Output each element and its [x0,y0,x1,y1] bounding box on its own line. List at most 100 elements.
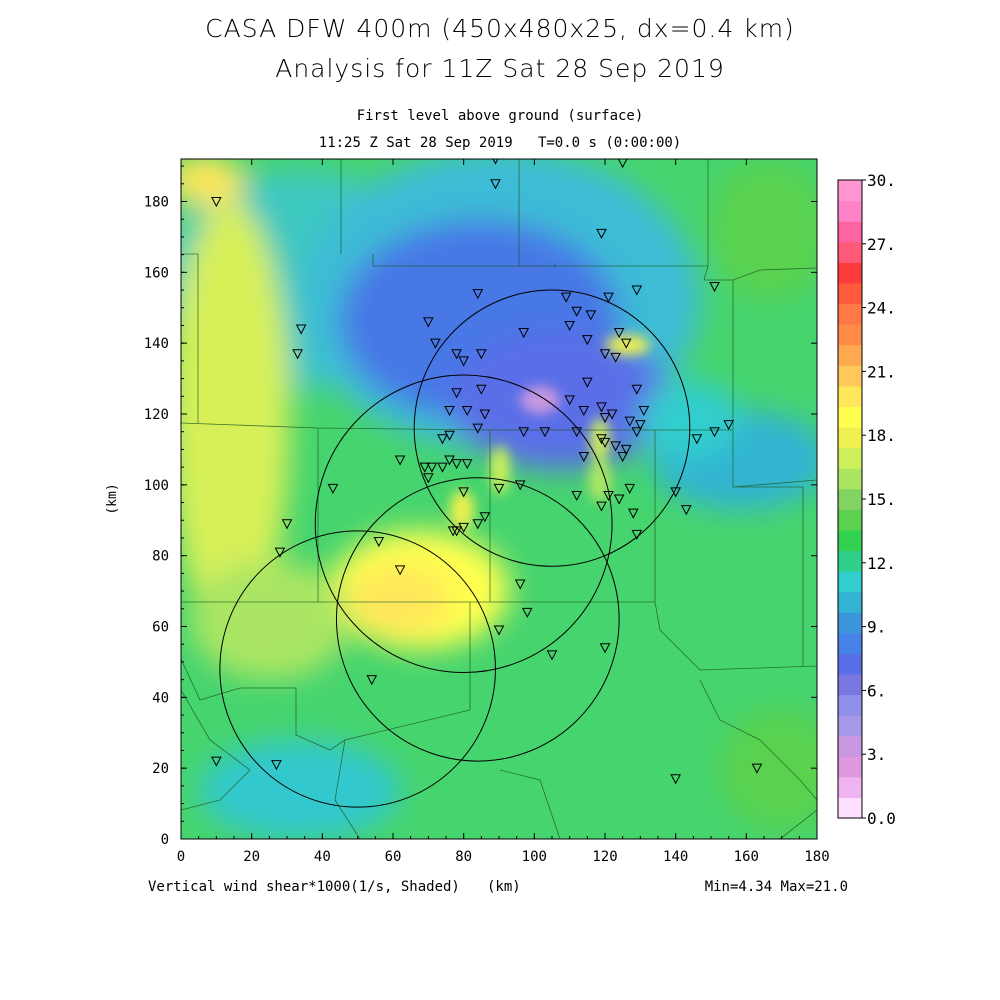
colorbar-swatch [838,756,862,778]
station-marker [327,483,339,494]
station-marker [419,462,431,473]
colorbar-label: 30. [867,171,896,190]
colorbar-swatch [838,468,862,490]
x-tick-label: 80 [455,849,472,865]
station-marker [458,522,469,533]
station-marker [472,519,484,530]
colorbar-swatch [838,303,862,325]
station-marker [394,565,406,576]
station-marker [394,455,406,466]
station-marker [476,349,487,360]
chart-title: CASA DFW 400m (450x480x25, dx=0.4 km) [205,14,795,43]
station-markers [211,159,763,785]
colorbar: 0.0 3. 6. 9. 12. 15. 18. 21. 24. 27. 30. [837,171,896,828]
colorbar-swatch [838,591,862,613]
station-marker [274,547,286,558]
station-marker [582,377,593,388]
station-marker [444,430,455,441]
station-marker [437,434,448,445]
colorbar-swatch [838,653,862,675]
station-marker [638,405,650,417]
x-tick-label: 20 [243,849,260,865]
shaded-field [181,159,817,839]
station-marker [493,625,505,636]
x-tick-label: 180 [804,849,829,865]
station-marker [490,179,501,190]
x-unit-caption: (km) [487,879,521,895]
station-marker [447,526,459,537]
station-marker [624,416,636,427]
y-tick-label: 140 [144,336,169,352]
colorbar-swatch [838,797,862,819]
station-marker [585,310,597,321]
colorbar-swatch [838,426,862,449]
colorbar-label: 3. [867,745,886,764]
min-max-stats: Min=4.34 Max=21.0 [705,879,848,895]
station-marker [514,579,526,590]
station-marker [617,159,628,169]
y-tick-label: 80 [152,549,169,565]
station-marker [295,324,307,335]
time-caption: 11:25 Z Sat 28 Sep 2019 T=0.0 s (0:00:00… [0,135,1000,151]
y-axis: 0 20 40 60 80 100 120 140 160 180 [144,165,817,848]
station-marker [709,427,720,438]
forecast-time: T=0.0 s (0:00:00) [537,135,682,151]
radar-range-rings [219,289,691,808]
station-marker [281,519,293,530]
colorbar-swatch [838,776,862,799]
station-marker [451,459,462,470]
station-marker [709,282,720,293]
colorbar-swatch [838,488,862,510]
colorbar-label: 27. [867,235,896,254]
station-marker [599,349,611,360]
station-marker [603,292,614,303]
y-tick-label: 60 [152,620,169,636]
colorbar-swatch [838,262,862,284]
station-marker [476,384,487,395]
colorbar-swatch [838,571,862,593]
y-tick-label: 40 [152,690,169,706]
colorbar-label: 15. [867,490,896,509]
colorbar-swatch [838,715,862,737]
station-marker [624,483,636,494]
station-marker [617,452,628,463]
colorbar-swatch [838,509,862,531]
y-tick-label: 120 [144,407,169,423]
station-marker [366,675,378,686]
station-marker [451,388,462,399]
station-marker [211,197,222,208]
station-marker [564,320,575,332]
station-marker [472,289,484,300]
y-tick-label: 160 [144,265,169,281]
colorbar-swatch [838,612,862,634]
colorbar-swatch [838,632,862,654]
station-marker [493,483,505,494]
station-marker [571,490,583,502]
x-tick-label: 40 [314,849,331,865]
station-marker [571,306,583,317]
valid-time: 11:25 Z Sat 28 Sep 2019 [318,135,513,151]
station-marker [472,423,484,434]
station-marker [670,774,681,785]
station-marker [670,487,681,498]
station-marker [479,409,491,420]
x-tick-label: 0 [177,849,185,865]
station-marker [631,285,643,296]
station-marker [613,328,625,339]
radar-ring-3 [335,477,620,762]
station-marker [458,356,469,367]
colorbar-swatch [838,694,862,716]
station-marker [620,338,632,349]
x-tick-label: 100 [522,849,547,865]
colorbar-swatch [838,447,862,469]
station-marker [373,537,385,548]
field-caption: Vertical wind shear*1000(1/s, Shaded) [148,879,460,895]
station-marker [620,444,632,455]
station-marker [518,427,530,438]
station-marker [546,650,558,661]
station-marker [211,756,222,767]
station-marker [751,763,763,774]
y-tick-label: 180 [144,195,169,211]
station-marker [458,487,469,498]
